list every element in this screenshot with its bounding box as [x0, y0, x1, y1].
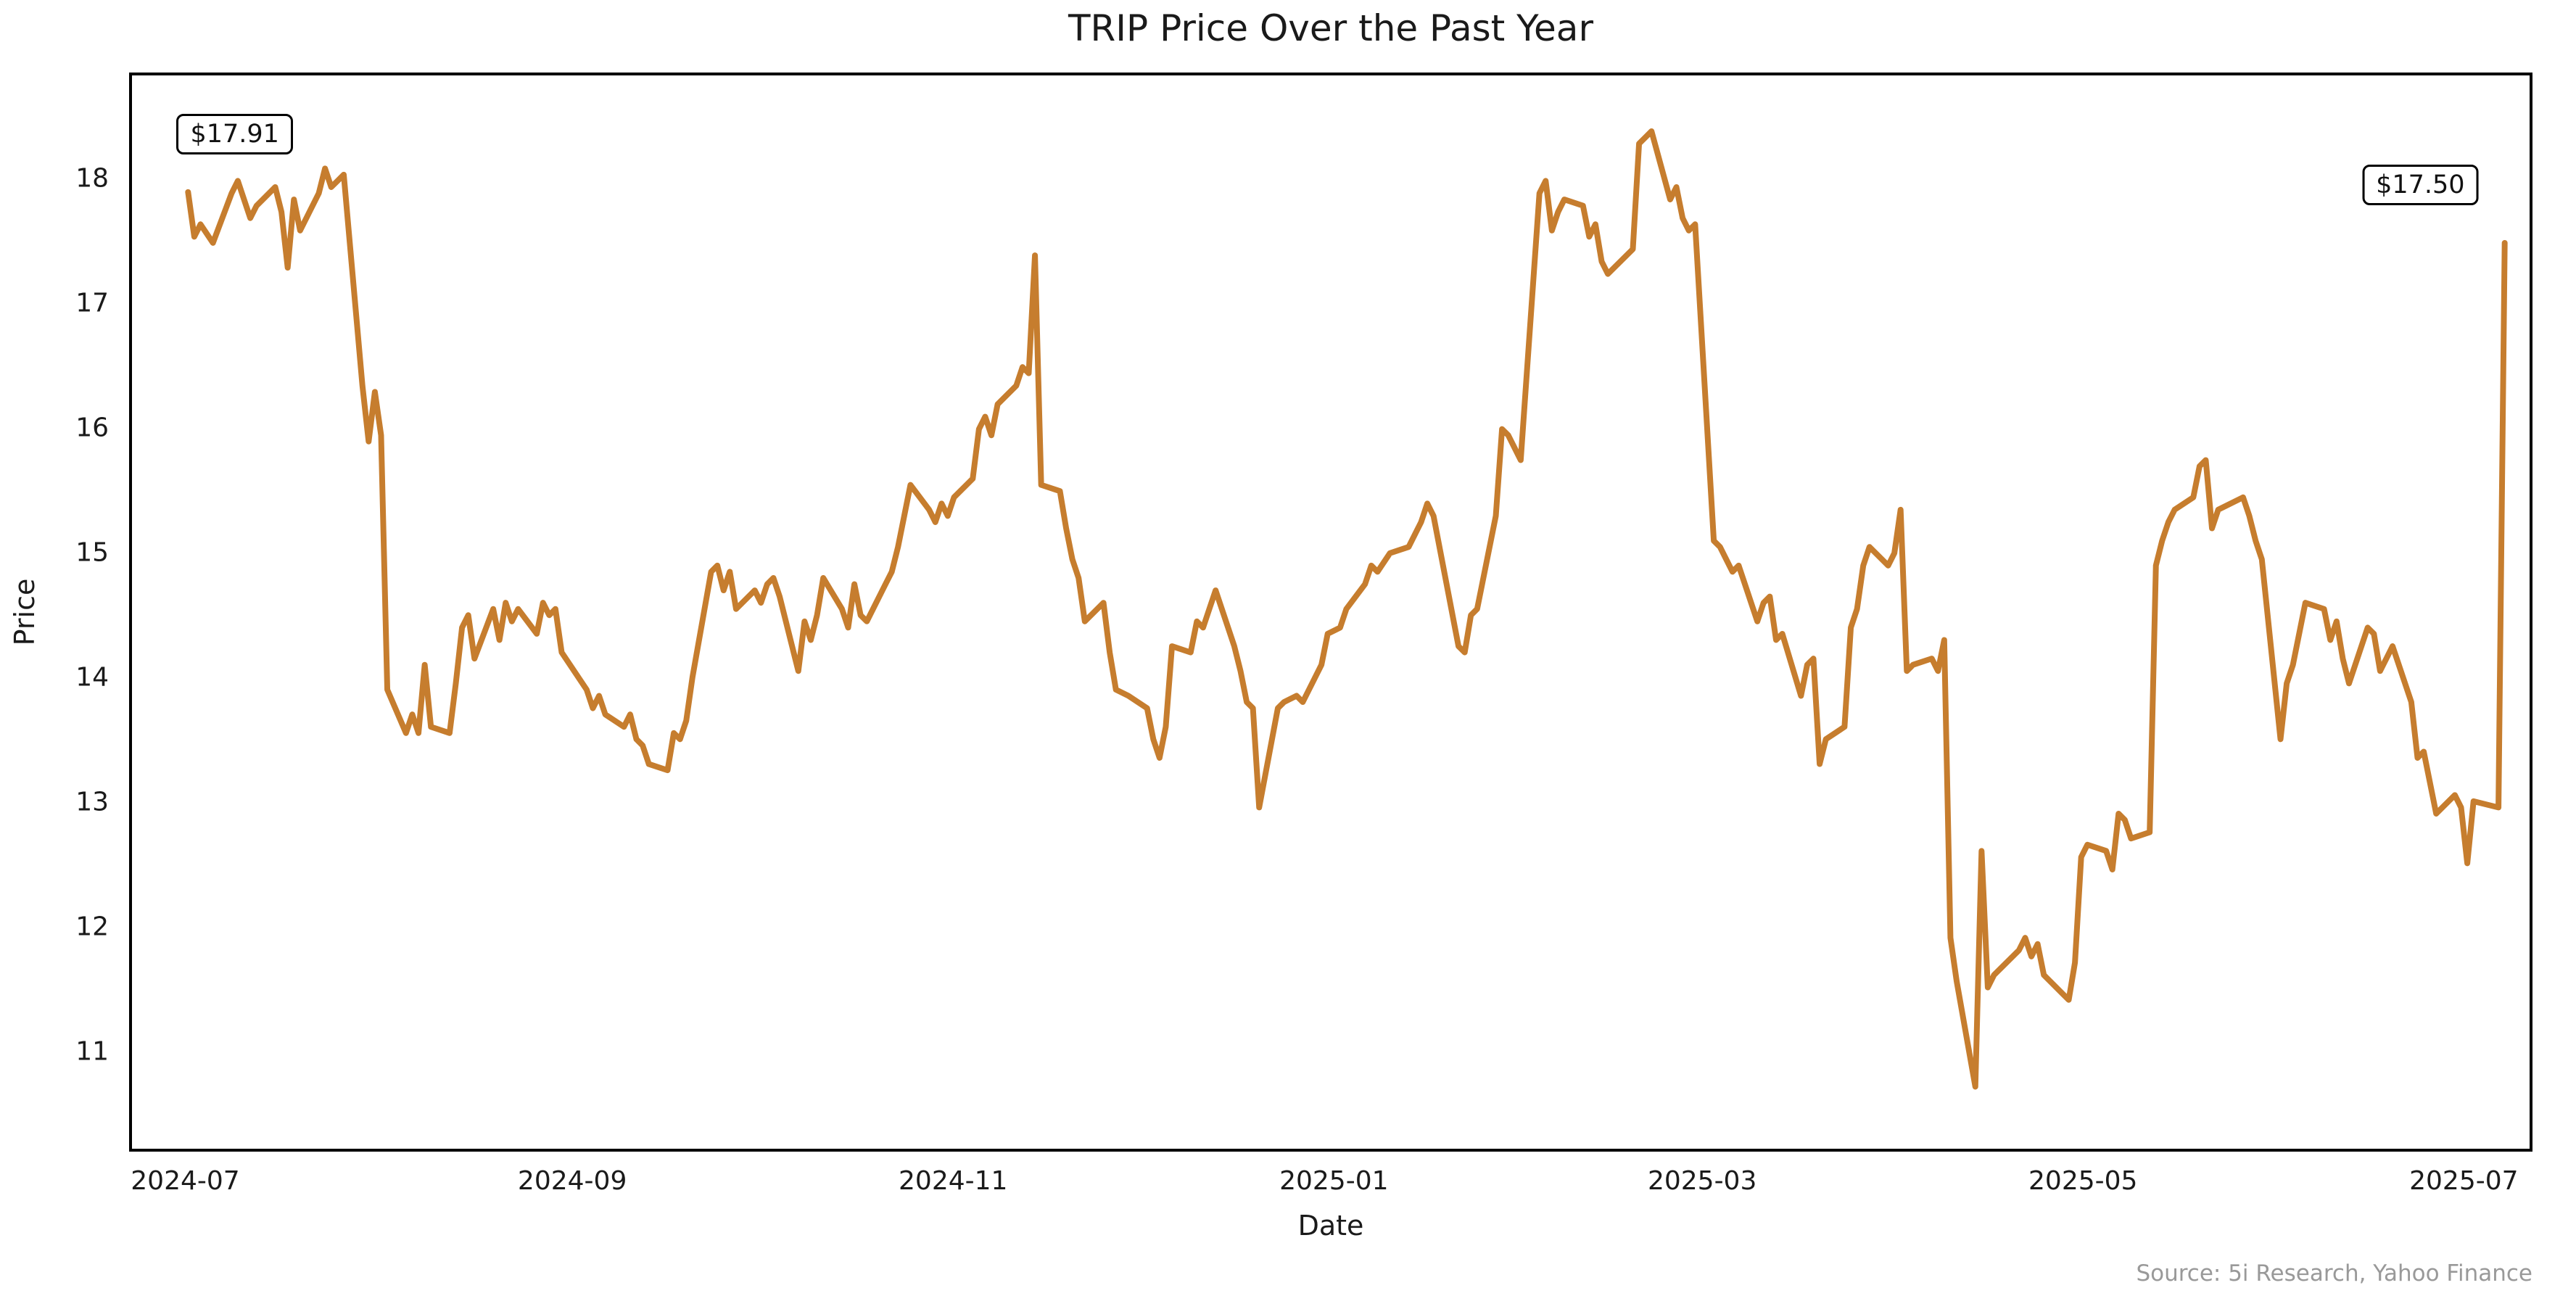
y-tick-label: 12 [75, 912, 109, 942]
y-tick-label: 18 [75, 163, 109, 194]
y-tick-label: 11 [75, 1036, 109, 1067]
y-tick-label: 17 [75, 288, 109, 318]
x-tick-label: 2025-07 [2409, 1166, 2519, 1196]
x-tick-label: 2024-09 [517, 1166, 627, 1196]
price-line [185, 128, 2508, 1090]
y-axis-label: Price [9, 578, 41, 646]
x-tick-label: 2025-03 [1647, 1166, 1757, 1196]
x-tick-label: 2025-05 [2028, 1166, 2138, 1196]
price-line-chart [185, 128, 2508, 1090]
x-axis-label: Date [1297, 1210, 1364, 1242]
plot-area [129, 73, 2532, 1152]
start-price-annotation: $17.91 [176, 113, 293, 154]
y-tick-label: 13 [75, 787, 109, 817]
x-tick-label: 2024-07 [131, 1166, 240, 1196]
y-tick-label: 14 [75, 662, 109, 693]
end-price-annotation: $17.50 [2362, 165, 2479, 206]
y-tick-label: 15 [75, 537, 109, 568]
x-tick-label: 2024-11 [899, 1166, 1008, 1196]
source-credit: Source: 5i Research, Yahoo Finance [2136, 1260, 2532, 1287]
chart-title: TRIP Price Over the Past Year [1068, 7, 1593, 49]
x-tick-label: 2025-01 [1279, 1166, 1389, 1196]
y-tick-label: 16 [75, 413, 109, 443]
